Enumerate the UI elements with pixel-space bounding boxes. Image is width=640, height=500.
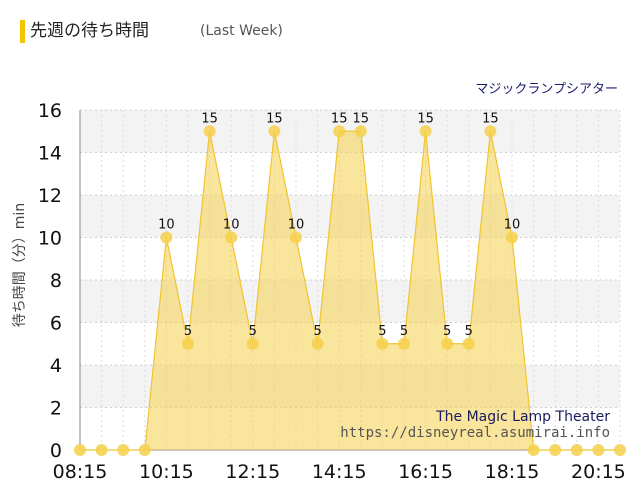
title-accent-bar	[20, 20, 25, 43]
x-tick-label: 20:15	[571, 461, 626, 483]
data-point	[506, 231, 518, 244]
y-tick-label: 0	[50, 440, 62, 462]
y-tick-label: 14	[38, 143, 62, 165]
data-point	[462, 337, 475, 350]
y-tick-label: 12	[38, 185, 62, 207]
data-label: 10	[158, 218, 175, 233]
y-tick-label: 10	[38, 228, 62, 250]
chart-title: 先週の待ち時間	[30, 21, 149, 41]
data-point	[311, 337, 324, 350]
watermark-url: https://disneyreal.asumirai.info	[340, 425, 610, 441]
data-point	[570, 444, 583, 456]
x-tick-label: 10:15	[139, 461, 194, 483]
data-label: 5	[400, 324, 408, 339]
y-axis-label: 待ち時間（分）min	[12, 203, 28, 327]
data-label: 10	[223, 218, 240, 233]
data-point	[354, 125, 367, 138]
data-point	[333, 125, 346, 138]
data-label: 15	[417, 111, 434, 126]
y-tick-label: 6	[50, 313, 62, 335]
data-point	[225, 231, 238, 244]
x-tick-label: 12:15	[225, 461, 280, 483]
data-label: 10	[288, 218, 305, 233]
data-point	[290, 231, 302, 244]
data-point	[117, 444, 130, 456]
data-label: 5	[249, 324, 257, 339]
data-point	[203, 125, 216, 138]
series-line	[80, 130, 620, 451]
y-tick-label: 8	[50, 270, 62, 292]
data-label: 5	[184, 324, 192, 339]
y-tick-label: 16	[38, 100, 62, 122]
data-point	[549, 444, 562, 456]
x-tick-label: 14:15	[312, 461, 367, 483]
chart-subtitle: (Last Week)	[200, 23, 283, 39]
y-tick-label: 4	[50, 355, 62, 377]
data-point	[419, 125, 432, 138]
y-tick-label: 2	[50, 398, 62, 420]
data-point	[182, 337, 194, 350]
x-tick-label: 18:15	[485, 461, 540, 483]
watermark-title: The Magic Lamp Theater	[435, 409, 610, 425]
series-label: マジックランプシアター	[475, 82, 618, 97]
series-area	[80, 130, 620, 451]
data-point	[138, 444, 151, 456]
data-label: 15	[353, 111, 370, 126]
x-tick-label: 08:15	[53, 461, 108, 483]
data-point	[376, 337, 389, 350]
data-point	[95, 444, 108, 456]
x-tick-label: 16:15	[398, 461, 453, 483]
data-label: 5	[378, 324, 386, 339]
data-point	[527, 444, 540, 456]
data-point	[398, 337, 410, 350]
series-area-fill	[80, 131, 620, 450]
data-point	[592, 444, 605, 456]
data-point	[268, 125, 281, 138]
data-label: 15	[201, 111, 218, 126]
data-label: 15	[482, 111, 499, 126]
series-points	[74, 125, 626, 456]
data-point	[74, 444, 86, 456]
chart-header: 先週の待ち時間 (Last Week)	[0, 0, 640, 60]
data-label: 5	[443, 324, 451, 339]
data-point	[441, 337, 454, 350]
data-point	[246, 337, 259, 350]
data-label: 10	[504, 218, 521, 233]
data-label: 15	[331, 111, 348, 126]
data-label: 5	[465, 324, 473, 339]
data-label: 5	[313, 324, 321, 339]
data-point	[484, 125, 497, 138]
data-point	[160, 231, 173, 244]
tick-labels: 0 2 4 6 8 10 12 14 16 08:15 10:15 12:15 14:15 16:15 18…	[38, 100, 626, 483]
data-label: 15	[266, 111, 283, 126]
data-point	[614, 444, 626, 456]
